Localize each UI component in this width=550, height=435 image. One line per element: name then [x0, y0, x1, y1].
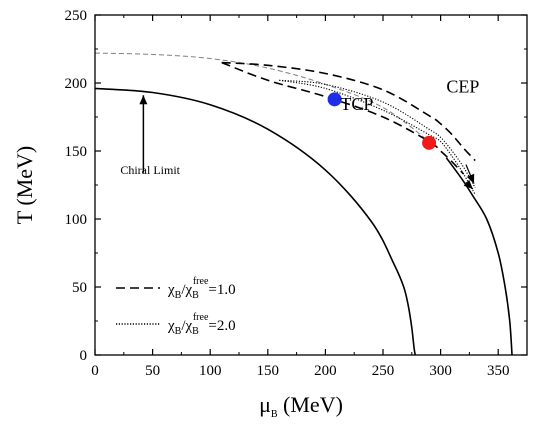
arrow-head-1 [466, 173, 475, 184]
series-line-2-thin-dashed [94, 52, 430, 142]
legend-value: =2.0 [208, 318, 235, 334]
point-tcp [327, 92, 342, 107]
series-line-0-solid [94, 87, 417, 356]
series-line-6-dotted [279, 79, 476, 195]
y-tick-label-200: 200 [65, 76, 88, 92]
points-layer [327, 92, 437, 150]
legend-sub-b: B [175, 290, 182, 301]
x-tick-label-250: 250 [372, 363, 395, 379]
legend-layer: χB/χBfree=1.0χB/χBfree=2.0 [116, 276, 236, 337]
x-axis-title-subscript: B [271, 409, 278, 420]
series-line-1-solid [445, 157, 513, 356]
arrows-layer [139, 95, 475, 190]
x-tick-label-200: 200 [314, 363, 337, 379]
legend-chi: χ [167, 318, 175, 334]
x-axis-title: μB (MeV) [259, 392, 343, 420]
x-tick-label-150: 150 [257, 363, 280, 379]
legend-value: =1.0 [208, 282, 235, 298]
point-cep [422, 135, 437, 150]
series-line-5-dotted [279, 79, 476, 188]
annotation-cep: CEP [446, 77, 479, 97]
legend-sup-free: free [193, 276, 209, 287]
lines-layer [94, 52, 513, 356]
arrow-head-0 [139, 95, 148, 105]
x-tick-label-300: 300 [429, 363, 452, 379]
x-tick-label-100: 100 [199, 363, 222, 379]
legend-sub-b: B [175, 326, 182, 337]
x-tick-label-350: 350 [487, 363, 510, 379]
legend-chi: χ [167, 282, 175, 298]
ticks-layer: 0 50 100 150 200 250 300 350 0 50 100 150 200 250 [65, 8, 527, 379]
y-tick-label-0: 0 [80, 348, 88, 364]
annotation-chiral-limit: Chiral Limit [120, 163, 180, 177]
y-axis-title: T (MeV) [12, 146, 37, 224]
series-line-3-dashed [221, 61, 476, 162]
legend-sup-free: free [193, 312, 209, 323]
frame-layer [94, 14, 528, 356]
y-tick-label-50: 50 [72, 280, 87, 296]
series-line-4-dashed [221, 61, 465, 175]
y-tick-label-250: 250 [65, 8, 88, 24]
legend-sep: /χ [181, 282, 192, 298]
y-tick-label-150: 150 [65, 144, 88, 160]
x-tick-label-0: 0 [91, 363, 99, 379]
legend-label-0: χB/χBfree=1.0 [167, 276, 236, 301]
x-axis-title-unit: (MeV) [278, 392, 343, 417]
y-tick-label-100: 100 [65, 212, 88, 228]
x-axis-title-symbol: μ [259, 392, 271, 417]
legend-sub-b2: B [192, 326, 199, 337]
legend-label-1: χB/χBfree=2.0 [167, 312, 236, 337]
plot-frame [94, 14, 528, 356]
annotation-tcp: TCP [340, 94, 373, 114]
x-tick-label-50: 50 [145, 363, 160, 379]
legend-sep: /χ [181, 318, 192, 334]
arrow-head-2 [463, 179, 473, 190]
legend-sub-b2: B [192, 290, 199, 301]
